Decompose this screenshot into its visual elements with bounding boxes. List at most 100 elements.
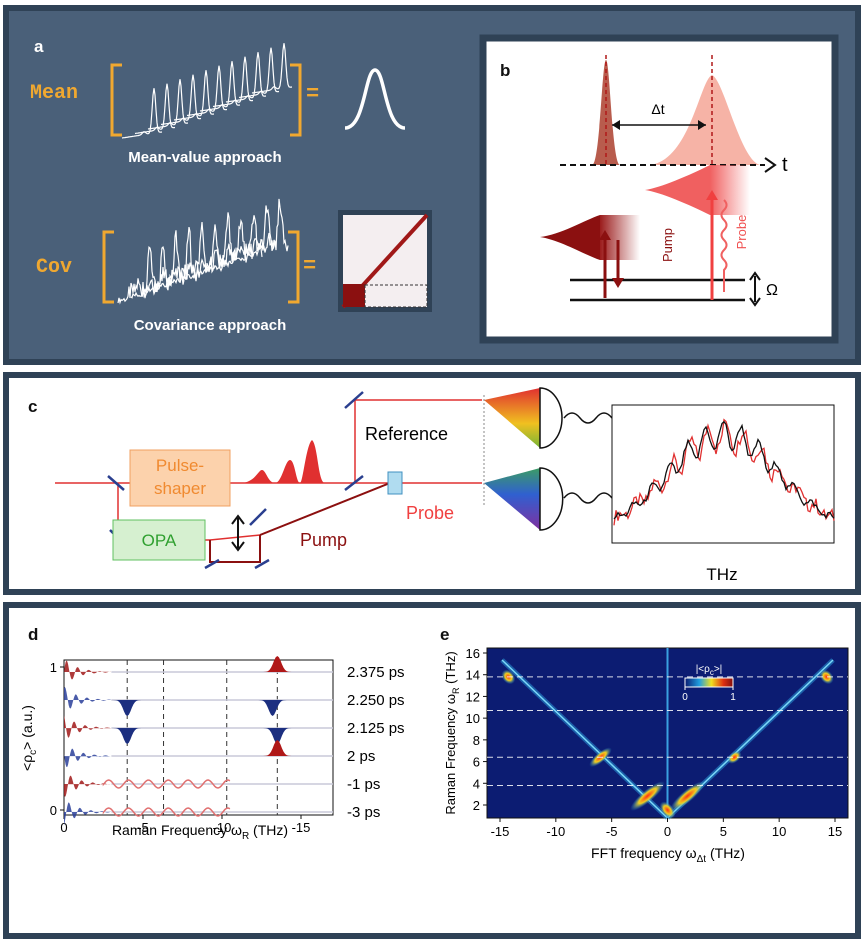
colorbar-tick-label: 0 [682, 692, 688, 703]
x-axis-label: Raman Frequency ωR (THz) [112, 822, 288, 842]
x-tick-label: -10 [213, 820, 232, 835]
x-tick-label: 0 [664, 824, 671, 839]
trace [182, 224, 224, 280]
pulses [560, 55, 777, 173]
y-tick-label: 8 [473, 733, 480, 748]
trace [156, 226, 198, 291]
covariance-matrix [338, 210, 432, 312]
panel-label: c [28, 397, 37, 416]
feature [261, 728, 294, 744]
pump-label: Pump [300, 530, 347, 550]
trace [199, 61, 241, 112]
hotspot [659, 801, 676, 819]
colorbar-label-part: |<ρ [696, 664, 710, 675]
y-tick-label: 10 [466, 711, 480, 726]
spectrum-axis-label: THz [706, 565, 737, 584]
energy-diagram [540, 165, 761, 307]
colorbar-label-part: >| [714, 664, 722, 675]
colorbar-label-part: c [710, 668, 714, 677]
feature [111, 700, 143, 716]
feature [111, 728, 143, 744]
x-tick-label: -10 [546, 824, 565, 839]
y-tick-label: 1 [50, 660, 57, 675]
y-tick-label: 0 [50, 803, 57, 818]
hotspot [819, 669, 834, 685]
trace [238, 47, 280, 99]
trace [130, 246, 172, 299]
trace [212, 56, 254, 108]
trace [221, 215, 263, 268]
y-tick-label: 12 [466, 689, 480, 704]
x-tick-label: -15 [491, 824, 510, 839]
oscillation [64, 715, 112, 738]
panel-label: b [500, 61, 510, 80]
hotspot [727, 750, 742, 764]
y-axis-label: <ρc> (a.u.) [19, 705, 39, 771]
trace [251, 43, 293, 94]
trace [147, 79, 189, 130]
equals: = [306, 82, 319, 107]
y-tick-label: 14 [466, 668, 480, 683]
trace [248, 198, 289, 258]
panel-label: a [34, 37, 44, 56]
ripple [102, 807, 231, 817]
y-tick-label: 6 [473, 755, 480, 770]
bracket [102, 230, 300, 304]
ridge [501, 659, 669, 819]
panel-e-plot: -15 -10 -5 0 5 10 15 2 4 6 8 10 12 14 16 |<ρc>| 0 1 [466, 646, 849, 839]
x-tick-label: 10 [772, 824, 786, 839]
caption: Mean-value approach [128, 149, 281, 166]
trace [160, 74, 202, 126]
x-tick-label: 0 [60, 820, 67, 835]
delay-label: 2.375 ps [347, 664, 405, 681]
oscillation [64, 802, 112, 826]
hotspot [670, 781, 705, 811]
pulse-shaper-label: shaper [154, 479, 206, 498]
frequency-label: Ω [766, 282, 778, 299]
y-axis-label: Raman Frequency ωR (THz) [443, 651, 461, 814]
colorbar [684, 677, 734, 688]
caption: Covariance approach [134, 317, 287, 334]
trace [134, 83, 176, 135]
delay-label: -1 ps [347, 776, 380, 793]
colorbar-label: |<ρc>| [696, 664, 723, 677]
panel-label: d [28, 625, 38, 644]
trace [121, 88, 163, 139]
mean-traces [121, 43, 293, 139]
trace [143, 230, 185, 295]
pump-label: Pump [660, 228, 675, 262]
trace [186, 65, 228, 117]
oscillation [64, 775, 112, 797]
spectrum [613, 418, 835, 526]
x-tick-label: -5 [137, 820, 149, 835]
opa-box [112, 519, 206, 561]
plot-frame [63, 659, 334, 816]
delay-label: 2.125 ps [347, 720, 405, 737]
probe-label: Probe [406, 503, 454, 523]
gaussian [344, 68, 406, 130]
time-axis-label: t [782, 154, 788, 176]
panel-label: e [440, 625, 449, 644]
probe-label: Probe [734, 215, 749, 250]
bracket [110, 63, 302, 137]
y-tick-label: 16 [466, 646, 480, 661]
delay-label: Δt [651, 101, 664, 117]
trace [195, 212, 237, 276]
colorbar-tick-label: 1 [730, 692, 736, 703]
delay-label: 2 ps [347, 748, 375, 765]
trace [225, 52, 267, 103]
mean-label: Mean [30, 82, 78, 105]
opa-label: OPA [142, 531, 177, 550]
reference-label: Reference [365, 424, 448, 444]
spectra [613, 418, 835, 526]
ripple [102, 779, 231, 789]
cov-label: Cov [36, 256, 72, 279]
x-axis-label: FFT frequency ωΔt (THz) [591, 845, 745, 865]
y-tick-label: 2 [473, 798, 480, 813]
trace [234, 205, 276, 262]
trace [169, 221, 211, 286]
pulse-shaper-label: Pulse- [156, 456, 204, 475]
x-tick-label: 15 [828, 824, 842, 839]
cov-traces [117, 198, 289, 305]
